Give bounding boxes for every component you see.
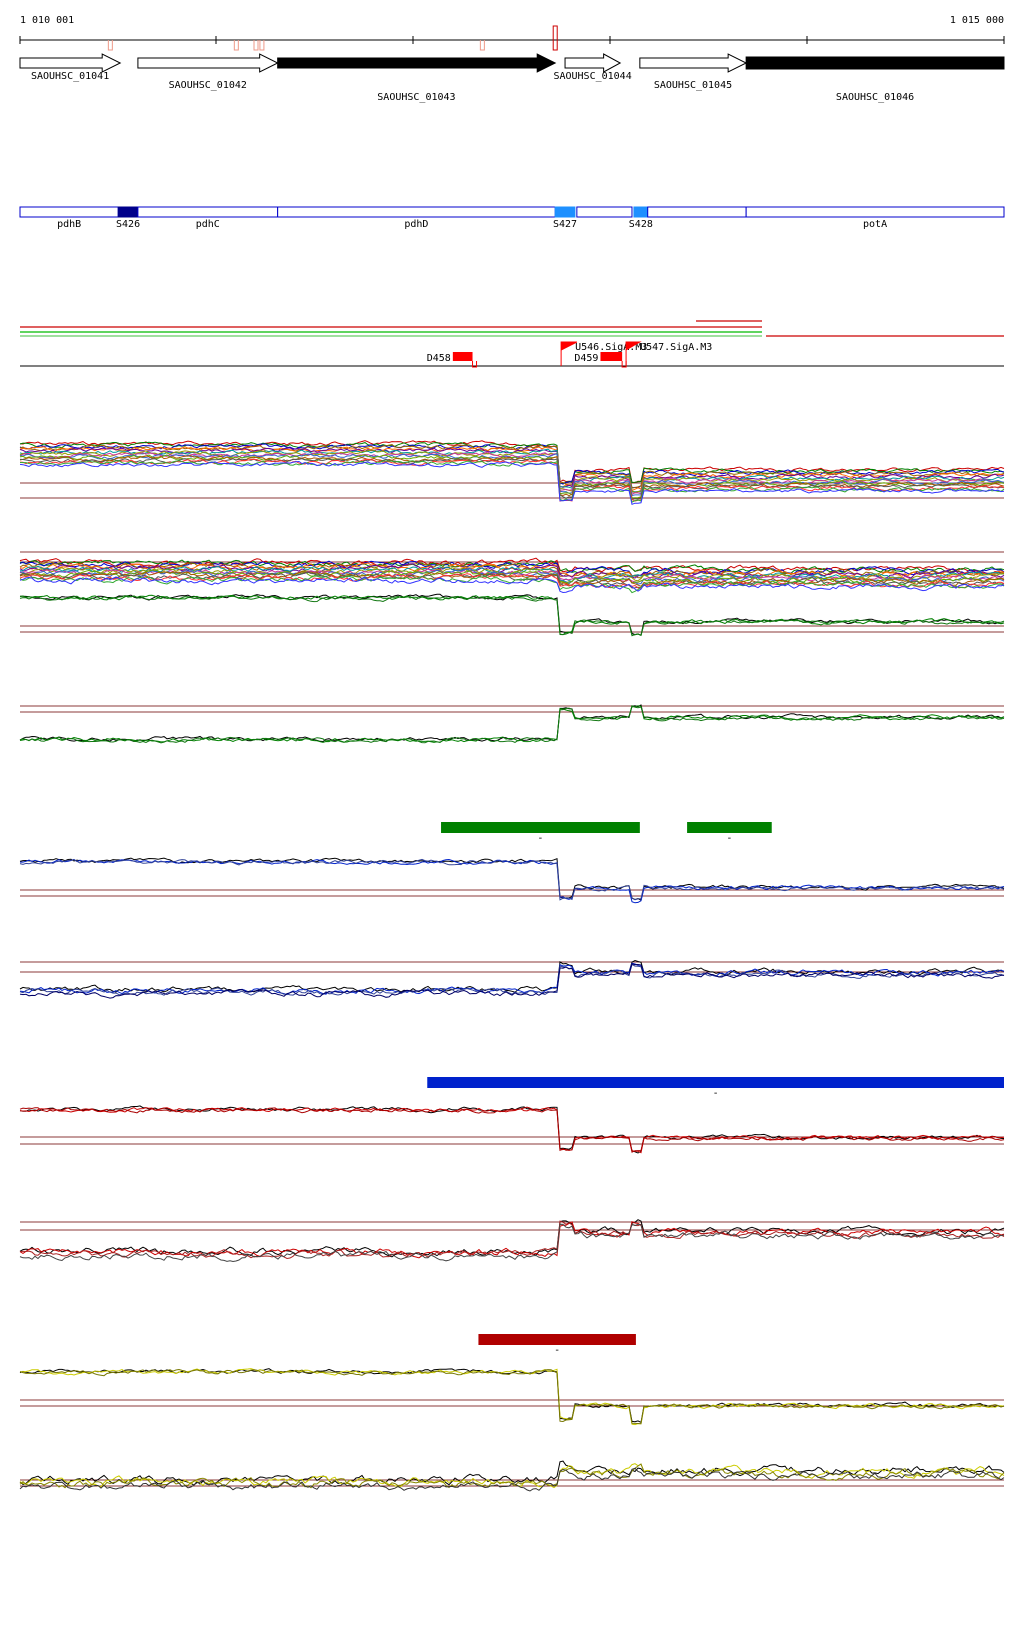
expression-curve	[20, 593, 1005, 636]
expression-curve	[19, 1221, 1005, 1259]
segment-label: -	[713, 1088, 719, 1099]
expression-curve	[19, 457, 1005, 500]
gene-arrow	[745, 56, 1005, 70]
gene-tick-mark	[552, 40, 558, 51]
expression-curve	[19, 1220, 1005, 1260]
expression-curve	[19, 455, 1005, 500]
expression-curve	[19, 443, 1005, 489]
terminator-label: D458	[427, 353, 451, 364]
terminator-stem	[472, 361, 478, 368]
gene-label: SAOUHSC_01046	[836, 92, 914, 103]
expression-curve	[19, 959, 1005, 993]
site-marker	[633, 206, 649, 218]
segment-label: -	[726, 833, 732, 844]
gene-arrow	[564, 53, 622, 73]
feature-box	[576, 206, 633, 218]
expression-curve	[19, 962, 1005, 996]
feature-label: pdhC	[196, 219, 220, 230]
expression-curve	[19, 1105, 1005, 1154]
expression-curve	[19, 594, 1005, 636]
expression-curve	[19, 1106, 1005, 1153]
feature-box	[745, 206, 1005, 218]
feature-label: S428	[629, 219, 653, 230]
expression-curve	[19, 448, 1005, 493]
expression-curve	[19, 857, 1005, 901]
ruler-end-label: 1 015 000	[950, 15, 1004, 26]
expression-curve	[19, 458, 1005, 502]
segment-bar	[687, 822, 772, 833]
promoter-label: U546.SigA.M3	[575, 342, 647, 353]
gene-label: SAOUHSC_01041	[31, 71, 109, 82]
gene-arrow	[137, 53, 279, 73]
segment-label: -	[554, 1345, 560, 1356]
expression-curve	[19, 858, 1005, 901]
terminator-label: D459	[574, 353, 598, 364]
gene-tick-mark	[253, 40, 259, 51]
gene-track: SAOUHSC_01041 SAOUHSC_01042 SAOUHSC_01043 S…	[19, 53, 1005, 103]
terminator-marker	[452, 352, 473, 361]
site-marker	[117, 206, 139, 218]
feature-box	[277, 206, 556, 218]
gene-tick-mark	[233, 40, 239, 51]
gene-tick-mark	[259, 40, 265, 51]
expression-curve	[19, 595, 1005, 637]
expression-curve	[19, 446, 1005, 492]
gene-label: SAOUHSC_01045	[654, 80, 732, 91]
gene-tick-mark	[552, 25, 558, 40]
expression-curve	[19, 1223, 1005, 1263]
promoter-label: U547.SigA.M3	[640, 342, 712, 353]
expression-curve	[19, 1368, 1005, 1424]
expression-curve	[19, 576, 1005, 594]
expression-curve	[19, 571, 1005, 589]
gene-arrow	[19, 53, 122, 73]
feature-label: S427	[553, 219, 577, 230]
expression-curve	[19, 565, 1005, 583]
expression-curve	[19, 1467, 1005, 1492]
terminator-marker	[600, 352, 623, 361]
gene-arrow	[639, 53, 748, 73]
expression-curve	[19, 1463, 1005, 1489]
segment-label: -	[537, 833, 543, 844]
expression-curve	[19, 963, 1005, 999]
site-marker	[554, 206, 576, 218]
feature-label: pdhD	[404, 219, 428, 230]
gene-tick-mark	[479, 40, 485, 51]
feature-box	[137, 206, 279, 218]
promoter-flag	[625, 341, 642, 366]
ruler-track: 1 010 001 1 015 000	[19, 15, 1005, 44]
segment-bar	[478, 1334, 636, 1345]
feature-box	[19, 206, 119, 218]
expression-curve	[19, 1368, 1005, 1425]
feature-label: S426	[116, 219, 140, 230]
expression-curve	[19, 1107, 1005, 1154]
ruler-start-label: 1 010 001	[20, 15, 74, 26]
segment-bar	[441, 822, 640, 833]
gene-label: SAOUHSC_01044	[553, 71, 631, 82]
expression-curve	[19, 705, 1005, 744]
gene-label: SAOUHSC_01042	[169, 80, 247, 91]
feature-label: potA	[863, 219, 887, 230]
expression-curve	[19, 1368, 1005, 1426]
expression-tracks	[19, 440, 1005, 1492]
gene-arrow	[277, 53, 557, 73]
expression-curve	[19, 704, 1005, 743]
segment-bar	[427, 1077, 1005, 1088]
promoter-flag	[560, 341, 578, 366]
gene-label: SAOUHSC_01043	[377, 92, 455, 103]
gene-tick-mark	[107, 40, 113, 51]
segment-bars: - - - -	[427, 822, 1005, 1356]
expression-curve	[19, 561, 1005, 579]
expression-curve	[19, 440, 1005, 484]
expression-curve	[19, 704, 1005, 744]
expression-curve	[19, 460, 1005, 505]
feature-track: pdhB S426 pdhC pdhD S427 S428 potA	[19, 206, 1005, 230]
feature-label: pdhB	[57, 219, 81, 230]
gene-tick-markers	[107, 25, 558, 51]
feature-box	[647, 206, 747, 218]
